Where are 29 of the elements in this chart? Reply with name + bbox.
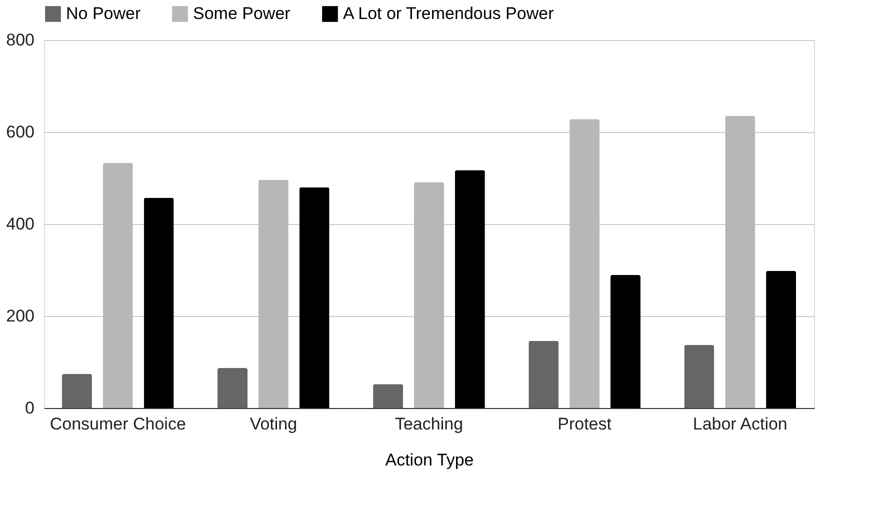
bar (102, 162, 133, 408)
x-axis-title: Action Type (385, 450, 474, 470)
y-tick-label: 400 (6, 214, 34, 234)
bar (528, 340, 559, 408)
bar (299, 187, 330, 408)
bar (218, 368, 248, 408)
bar (373, 384, 404, 408)
x-tick-label: Labor Action (692, 414, 788, 434)
x-tick-label: Voting (250, 414, 298, 434)
bar (258, 180, 288, 408)
bar (62, 374, 92, 408)
bar (725, 116, 756, 408)
bar (610, 275, 640, 408)
legend-label: A Lot or Tremendous Power (343, 4, 554, 23)
bar (766, 270, 796, 408)
y-tick-label: 0 (25, 398, 34, 418)
y-tick-label: 800 (6, 30, 34, 50)
bar (454, 170, 485, 408)
x-tick-label: Consumer Choice (50, 414, 186, 434)
legend-label: No Power (66, 4, 141, 23)
bar (414, 182, 444, 408)
bar (684, 344, 714, 408)
bar (570, 119, 600, 408)
y-tick-label: 600 (6, 122, 34, 142)
legend-label: Some Power (193, 4, 291, 23)
x-tick-label: Teaching (394, 414, 464, 434)
x-tick-label: Protest (558, 414, 612, 434)
bar (144, 198, 174, 408)
y-tick-label: 200 (6, 306, 34, 326)
